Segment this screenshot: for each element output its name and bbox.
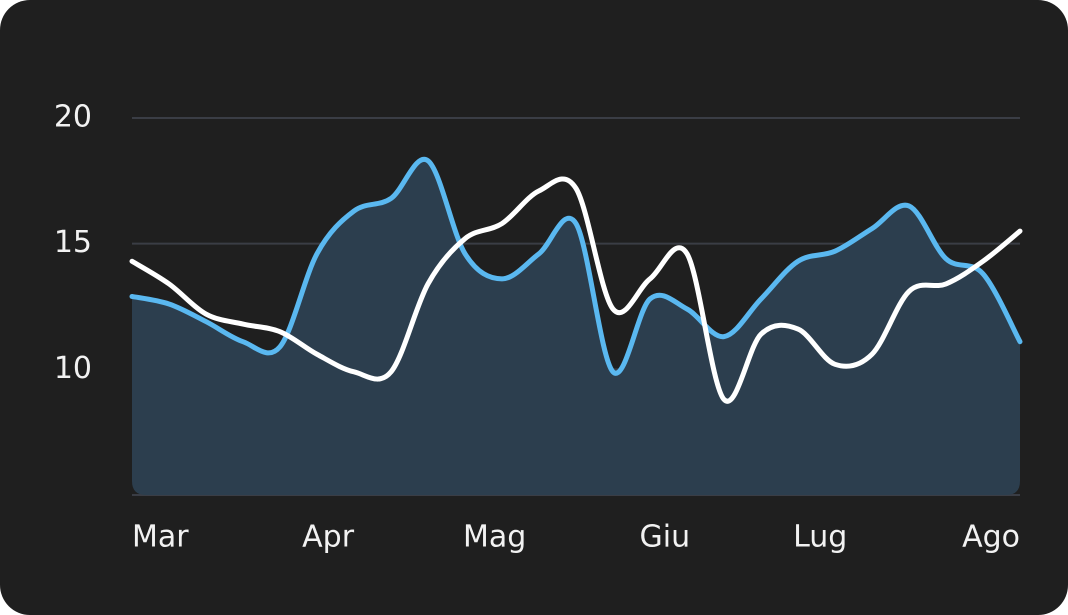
x-tick-label: Mag	[463, 520, 526, 555]
area	[132, 159, 1020, 495]
x-tick-label: Giu	[639, 520, 690, 555]
labels: 10 15 20 Mar Apr Mag Giu Lug Ago	[54, 100, 1020, 555]
y-tick-label: 10	[54, 351, 92, 386]
x-tick-label: Mar	[132, 520, 189, 555]
x-tick-label: Lug	[793, 520, 847, 555]
x-tick-label: Apr	[302, 520, 355, 555]
line	[129, 176, 1023, 404]
y-tick-label: 15	[54, 225, 92, 260]
areas	[132, 159, 1020, 495]
lines	[129, 156, 1023, 404]
y-tick-label: 20	[54, 100, 92, 135]
x-tick-label: Ago	[962, 520, 1020, 555]
